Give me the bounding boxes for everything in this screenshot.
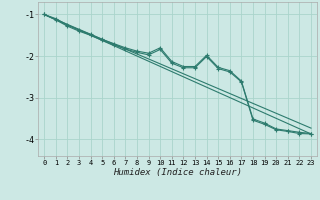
X-axis label: Humidex (Indice chaleur): Humidex (Indice chaleur) [113,168,242,177]
